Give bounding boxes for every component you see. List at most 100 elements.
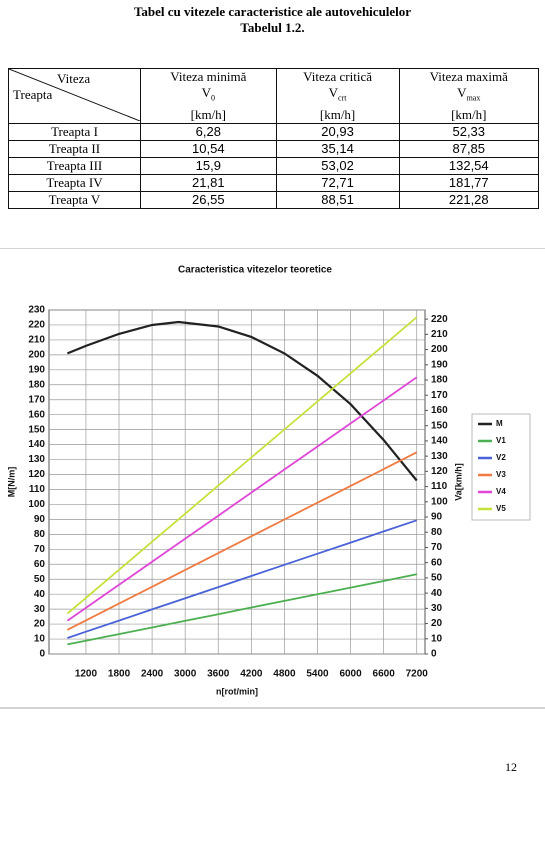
- col-unit: [km/h]: [319, 106, 356, 122]
- y2-tick-label: 100: [431, 496, 448, 507]
- cell-value: 21,81: [140, 173, 277, 192]
- legend-label: V5: [496, 504, 506, 513]
- cell-value: 20,93: [275, 122, 400, 141]
- corner-bottom: Treapta: [13, 87, 53, 102]
- y2-tick-label: 80: [431, 527, 443, 538]
- col-symbol: V: [457, 85, 467, 100]
- speed-table: Viteza Treapta Viteza minimă V0 [km/h] Vit…: [8, 68, 540, 209]
- cell-value: 52,33: [398, 122, 540, 141]
- y-tick-label: 170: [28, 394, 45, 405]
- y-tick-label: 20: [34, 619, 46, 630]
- y-tick-label: 160: [28, 409, 45, 420]
- x-tick-label: 1200: [75, 669, 98, 680]
- chart: Caracteristica vitezelor teoretice n[rot…: [0, 248, 545, 709]
- col-sub: crt: [338, 93, 347, 103]
- x-tick-label: 6000: [339, 669, 362, 680]
- y2-tick-label: 0: [431, 649, 437, 660]
- y2-tick-label: 160: [431, 405, 448, 416]
- table-row: Treapta IV 21,81 72,71 181,77: [8, 173, 540, 192]
- legend-label: V1: [496, 436, 506, 445]
- y2-tick-label: 110: [431, 481, 448, 492]
- col-head: Viteza minimă V0 [km/h]: [140, 68, 277, 124]
- table-row: Treapta III 15,9 53,02 132,54: [8, 156, 540, 175]
- series-line: [67, 519, 417, 639]
- y2-tick-label: 10: [431, 633, 443, 644]
- cell-value: 15,9: [140, 156, 277, 175]
- col-unit: [km/h]: [451, 106, 487, 122]
- cell-gear: Treapta IV: [8, 173, 141, 192]
- corner-cell: Viteza Treapta: [8, 68, 141, 124]
- y-tick-label: 120: [28, 469, 45, 480]
- col-name: Viteza minimă: [170, 69, 247, 84]
- y-tick-label: 30: [34, 604, 46, 615]
- y2-tick-label: 70: [431, 542, 443, 553]
- diagonal: [9, 69, 140, 121]
- doc-title: Tabel cu vitezele caracteristice ale aut…: [133, 4, 412, 19]
- cell-value: 6,28: [140, 122, 277, 141]
- cell-value: 221,28: [398, 190, 540, 209]
- x-axis-label: n[rot/min]: [216, 686, 258, 696]
- y2-tick-label: 30: [431, 603, 443, 614]
- y-tick-label: 70: [34, 544, 46, 555]
- cell-value: 10,54: [140, 139, 277, 158]
- y-tick-label: 80: [34, 529, 46, 540]
- y-tick-label: 0: [39, 649, 45, 660]
- cell-value: 53,02: [275, 156, 400, 175]
- y2-tick-label: 200: [431, 344, 448, 355]
- cell-gear: Treapta II: [8, 139, 141, 158]
- y2-tick-label: 50: [431, 573, 443, 584]
- x-tick-label: 3600: [207, 669, 230, 680]
- y-tick-label: 230: [28, 305, 45, 316]
- series-line: [66, 376, 418, 622]
- y-tick-label: 220: [28, 320, 45, 331]
- x-tick-label: 3000: [174, 669, 197, 680]
- y-axis-label: M[N/m]: [6, 467, 16, 498]
- x-tick-label: 5400: [306, 669, 329, 680]
- x-tick-label: 2400: [141, 669, 164, 680]
- legend-label: V4: [496, 487, 506, 496]
- y2-tick-label: 40: [431, 588, 443, 599]
- y2-tick-label: 90: [431, 512, 443, 523]
- y2-tick-label: 130: [431, 451, 448, 462]
- y-tick-label: 110: [29, 484, 46, 495]
- table-row: Treapta V 26,55 88,51 221,28: [8, 190, 540, 209]
- chart-title: Caracteristica vitezelor teoretice: [178, 265, 332, 276]
- y2-tick-label: 120: [431, 466, 448, 477]
- x-tick-label: 6600: [373, 669, 396, 680]
- y2-tick-label: 180: [431, 375, 448, 386]
- y-tick-label: 100: [28, 499, 45, 510]
- page-number: 12: [505, 760, 517, 774]
- col-name: Viteza critică: [303, 69, 373, 84]
- y2-tick-label: 170: [431, 390, 448, 401]
- y2-axis-label: Va[km/h]: [453, 463, 463, 501]
- cell-value: 35,14: [275, 139, 400, 158]
- y-tick-label: 210: [28, 335, 45, 346]
- x-tick-label: 7200: [406, 669, 429, 680]
- y-tick-label: 130: [28, 454, 45, 465]
- cell-gear: Treapta V: [8, 190, 141, 209]
- cell-value: 72,71: [275, 173, 400, 192]
- y-tick-label: 150: [28, 424, 45, 435]
- y2-tick-label: 20: [431, 618, 443, 629]
- cell-value: 88,51: [275, 190, 400, 209]
- col-name: Viteza maximă: [429, 69, 508, 84]
- cell-value: 132,54: [398, 156, 540, 175]
- col-head: Viteza maximă Vmax [km/h]: [398, 68, 540, 124]
- cell-gear: Treapta I: [8, 122, 141, 141]
- table-body: Treapta I 6,28 20,93 52,33 Treapta II 10,54 35…: [8, 122, 540, 209]
- col-sub: 0: [211, 93, 215, 103]
- y-tick-label: 140: [28, 439, 45, 450]
- y2-tick-label: 220: [431, 314, 448, 325]
- y2-tick-label: 190: [431, 359, 448, 370]
- table-row: Treapta II 10,54 35,14 87,85: [8, 139, 540, 158]
- cell-value: 181,77: [398, 173, 540, 192]
- col-symbol: V: [328, 85, 339, 100]
- y-tick-label: 190: [28, 364, 45, 375]
- legend-label: M: [496, 419, 503, 428]
- y2-tick-label: 210: [431, 329, 448, 340]
- y-tick-label: 60: [34, 559, 46, 570]
- y-tick-label: 200: [28, 350, 45, 361]
- y2-tick-label: 140: [431, 436, 448, 447]
- plot-area: [48, 309, 426, 655]
